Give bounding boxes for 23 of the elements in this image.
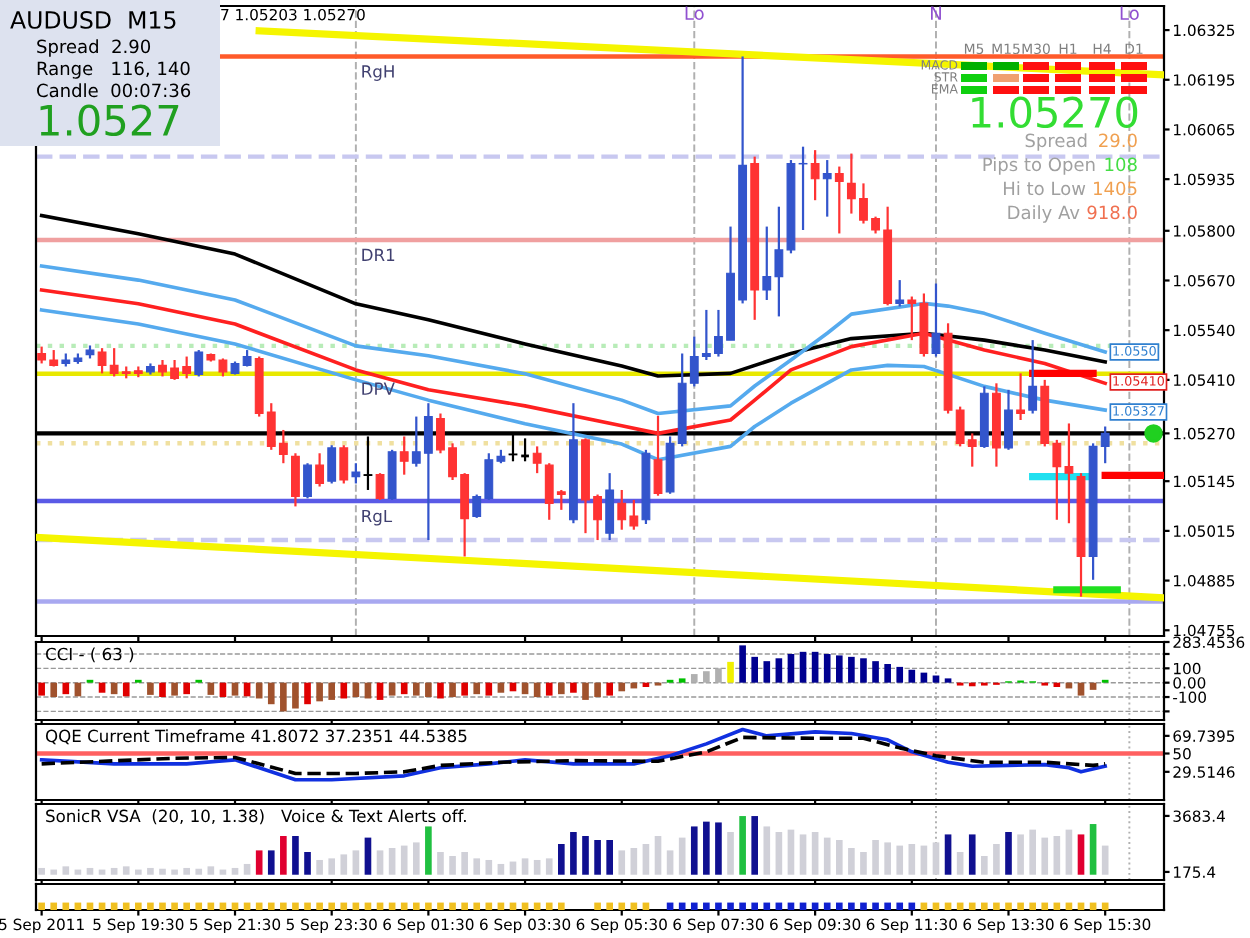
annotation: Spread	[1025, 133, 1087, 151]
chart-title: QQE Current Timeframe 41.8072 37.2351 44.5385	[45, 729, 467, 745]
annotation: Pips to Open	[983, 157, 1095, 175]
chart-title: CCI - ( 63 )	[45, 647, 134, 663]
annotation: Daily Av	[1008, 205, 1080, 223]
ref-line-label: RgL	[362, 509, 393, 526]
annotation: Hi to Low	[1004, 181, 1086, 196]
chart-title: SonicR VSA (20, 10, 1.38) Voice & Text Alerts off.	[46, 809, 466, 825]
annotation: 108	[1105, 157, 1137, 172]
ref-line-label: Lo	[685, 6, 704, 20]
annotation: 918.0	[1087, 205, 1137, 220]
ref-line-label: DR1	[362, 248, 395, 261]
annotation: 1.0527	[40, 104, 179, 137]
annotation: 1405	[1094, 181, 1137, 196]
ref-line-label: Lo	[1120, 6, 1139, 20]
ref-line-label: RgH	[362, 65, 394, 81]
annotation: 29.0	[1099, 133, 1137, 148]
chart-title: AUDUSD M15	[10, 10, 176, 29]
annotation: Spread 2.90	[37, 39, 151, 57]
annotation: Candle 00:07:36	[37, 83, 191, 98]
ref-line-label: N	[931, 6, 941, 20]
annotation: Range 116, 140	[37, 61, 190, 79]
annotation: 1.05270	[972, 96, 1138, 129]
